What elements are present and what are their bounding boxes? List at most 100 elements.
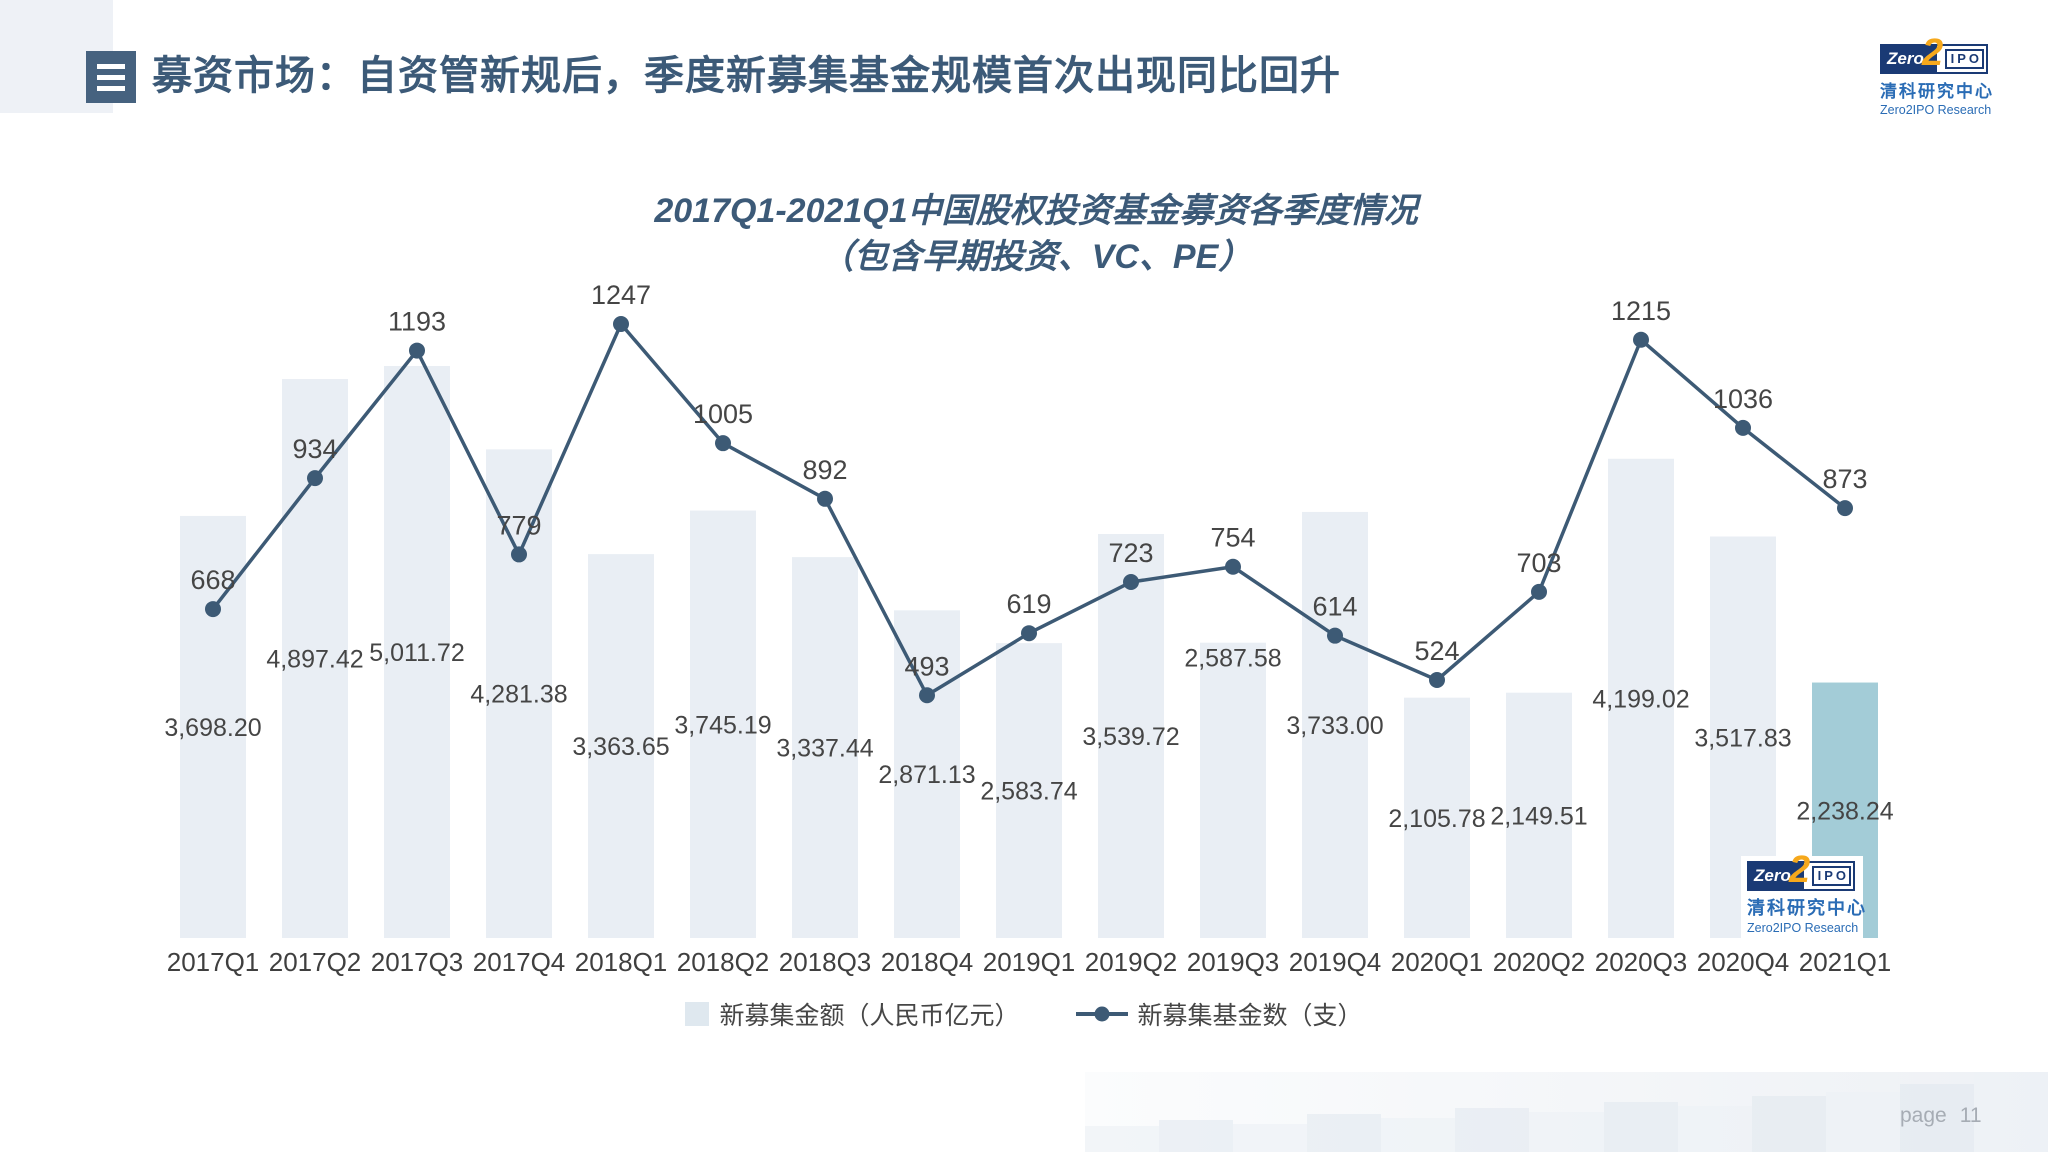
line-point-2018Q1	[613, 316, 629, 332]
bar-label-2018Q1: 3,363.65	[572, 733, 669, 761]
bar-label-2020Q3: 4,199.02	[1592, 685, 1689, 713]
zero2ipo-logo-box: Zero 2 IPO	[1747, 851, 1855, 891]
bar-label-2018Q3: 3,337.44	[776, 735, 873, 763]
x-label-2019Q2: 2019Q2	[1085, 947, 1178, 977]
decorative-bar	[1307, 1114, 1382, 1152]
logo-name-en: Zero2IPO Research	[1880, 103, 1992, 117]
decorative-bar	[1455, 1108, 1530, 1152]
bar-label-2020Q4: 3,517.83	[1694, 724, 1791, 752]
page-number: 11	[1959, 1104, 1982, 1127]
bar-label-2020Q2: 2,149.51	[1490, 802, 1587, 830]
line-label-2017Q1: 668	[190, 565, 235, 595]
chart-legend: 新募集金额（人民币亿元） 新募集基金数（支）	[0, 996, 2048, 1032]
legend-amount-label: 新募集金额（人民币亿元）	[719, 1002, 1020, 1030]
x-label-2019Q1: 2019Q1	[983, 947, 1076, 977]
logo-zero-text: Zero	[1749, 863, 1804, 889]
x-label-2017Q2: 2017Q2	[269, 947, 362, 977]
decorative-bar	[1233, 1124, 1308, 1152]
zero2ipo-logo-box: Zero 2 IPO	[1880, 34, 1988, 74]
bar-label-2019Q4: 3,733.00	[1286, 712, 1383, 740]
bar-label-2021Q1: 2,238.24	[1796, 797, 1893, 825]
decorative-bar	[1381, 1118, 1456, 1152]
line-label-2017Q2: 934	[292, 434, 337, 464]
decorative-bar	[1529, 1112, 1604, 1152]
legend-count-label: 新募集基金数（支）	[1137, 1002, 1363, 1030]
line-label-2020Q1: 524	[1414, 636, 1459, 666]
logo-name-cn: 清科研究中心	[1747, 898, 1867, 918]
bar-label-2019Q2: 3,539.72	[1082, 723, 1179, 751]
x-label-2020Q3: 2020Q3	[1595, 947, 1688, 977]
line-label-2017Q3: 1193	[388, 307, 446, 337]
logo-name-cn: 清科研究中心	[1880, 82, 1994, 101]
chart-title: 2017Q1-2021Q1中国股权投资基金募资各季度情况 （包含早期投资、VC、…	[524, 188, 1548, 280]
logo-zero-text: Zero	[1882, 46, 1937, 72]
page-title: 募资市场：自资管新规后，季度新募集基金规模首次出现同比回升	[152, 54, 1341, 98]
line-label-2019Q2: 723	[1108, 538, 1153, 568]
x-label-2018Q4: 2018Q4	[881, 947, 974, 977]
line-point-2018Q2	[715, 435, 731, 452]
bar-2019Q1	[996, 643, 1062, 938]
bar-2019Q4	[1302, 511, 1368, 938]
bar-2017Q1	[180, 515, 246, 938]
x-label-2019Q4: 2019Q4	[1289, 947, 1382, 977]
line-label-2017Q4: 779	[496, 510, 541, 540]
line-point-2017Q4	[511, 546, 527, 563]
decorative-bar	[1603, 1102, 1678, 1152]
logo-ipo-text: IPO	[1811, 865, 1851, 887]
bar-label-2018Q2: 3,745.19	[674, 711, 771, 739]
page-label: page	[1900, 1104, 1947, 1127]
x-label-2020Q4: 2020Q4	[1697, 947, 1790, 977]
x-label-2018Q2: 2018Q2	[677, 947, 770, 977]
legend-item-count: 新募集基金数（支）	[1075, 996, 1363, 1032]
bar-2018Q1	[588, 554, 654, 938]
line-marker-icon	[1075, 1006, 1128, 1022]
bar-label-2019Q3: 2,587.58	[1184, 645, 1281, 673]
bar-swatch-icon	[685, 1002, 710, 1026]
bar-label-2020Q1: 2,105.78	[1388, 805, 1485, 833]
line-point-2018Q4	[919, 687, 935, 704]
decorative-bar	[1751, 1096, 1826, 1152]
page-indicator: page 11	[1900, 1104, 1982, 1128]
decorative-bar	[1825, 1092, 1900, 1152]
x-label-2017Q4: 2017Q4	[473, 947, 566, 977]
x-label-2019Q3: 2019Q3	[1187, 947, 1280, 977]
logo-name-en: Zero2IPO Research	[1747, 921, 1859, 935]
x-label-2018Q3: 2018Q3	[779, 947, 872, 977]
line-point-2017Q3	[409, 342, 425, 359]
line-label-2019Q4: 614	[1312, 592, 1357, 622]
bar-2019Q2	[1098, 534, 1164, 938]
line-point-2020Q3	[1633, 331, 1649, 348]
line-point-2017Q1	[205, 601, 221, 618]
bar-label-2018Q4: 2,871.13	[878, 761, 975, 789]
chart-title-line1: 2017Q1-2021Q1中国股权投资基金募资各季度情况	[654, 192, 1418, 230]
logo-two-text: 2	[1922, 32, 1944, 74]
logo-ipo-text: IPO	[1944, 48, 1984, 70]
list-icon-bar	[97, 85, 125, 91]
chart-title-line2: （包含早期投资、VC、PE）	[819, 238, 1253, 276]
bar-label-2017Q1: 3,698.20	[164, 714, 261, 742]
line-point-2020Q2	[1531, 583, 1547, 600]
bar-2020Q2	[1506, 692, 1572, 938]
line-label-2021Q1: 873	[1822, 464, 1867, 494]
bar-2017Q3	[384, 366, 450, 938]
zero2ipo-logo: Zero 2 IPO 清科研究中心 Zero2IPO Research	[1747, 851, 1867, 935]
bar-label-2017Q2: 4,897.42	[266, 646, 363, 674]
line-point-2021Q1	[1837, 500, 1853, 517]
line-point-2019Q2	[1123, 574, 1139, 591]
line-label-2019Q3: 754	[1210, 523, 1255, 553]
line-label-2018Q1: 1247	[591, 280, 651, 310]
list-icon-bar	[97, 63, 125, 69]
zero2ipo-logo: Zero 2 IPO 清科研究中心 Zero2IPO Research	[1880, 34, 1994, 117]
list-icon-bar	[97, 74, 125, 80]
bar-2019Q3	[1200, 642, 1266, 938]
x-label-2020Q2: 2020Q2	[1493, 947, 1586, 977]
line-label-2020Q3: 1215	[1611, 296, 1671, 326]
bar-label-2017Q3: 5,011.72	[369, 639, 464, 667]
line-label-2018Q2: 1005	[693, 399, 753, 429]
line-point-2019Q3	[1225, 558, 1241, 575]
zero2ipo-watermark: Zero 2 IPO 清科研究中心 Zero2IPO Research	[1741, 851, 1867, 938]
line-point-2020Q1	[1429, 671, 1445, 688]
line-label-2020Q2: 703	[1516, 548, 1561, 578]
bar-2020Q1	[1404, 697, 1470, 938]
